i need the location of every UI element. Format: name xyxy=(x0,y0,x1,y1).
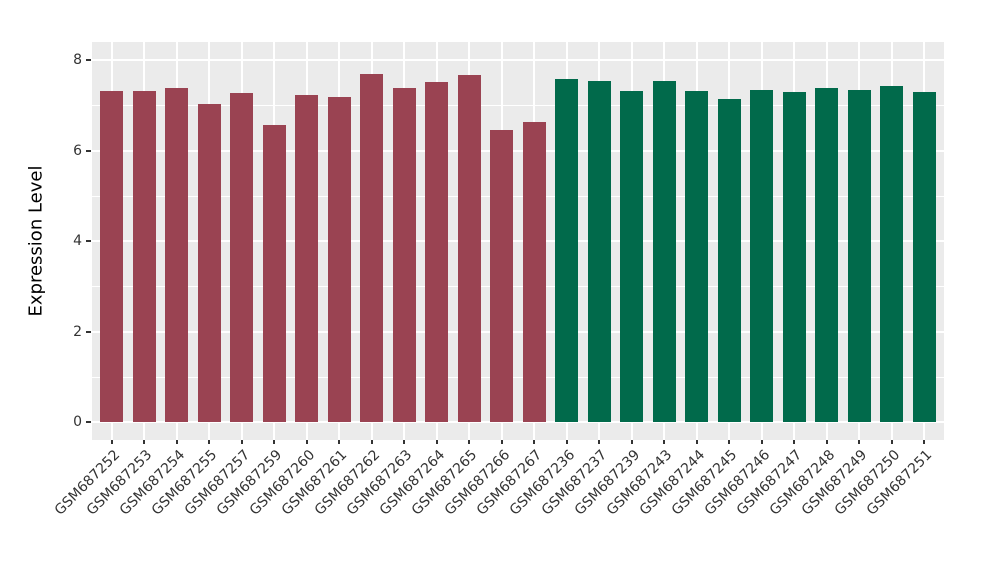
minor-gridline xyxy=(92,195,944,197)
y-tick-mark xyxy=(86,330,91,333)
bar-GSM687266 xyxy=(490,129,514,422)
major-gridline xyxy=(92,330,944,333)
y-tick-mark xyxy=(86,149,91,152)
bar-GSM687252 xyxy=(100,90,123,422)
x-tick-mark xyxy=(240,440,243,444)
x-tick-mark xyxy=(435,440,438,444)
bar-GSM687236 xyxy=(555,79,579,422)
x-tick-mark xyxy=(468,440,471,444)
bar-GSM687260 xyxy=(295,95,319,422)
bar-GSM687245 xyxy=(717,98,741,422)
y-tick-label: 2 xyxy=(73,323,82,340)
x-tick-mark xyxy=(760,440,763,444)
plot-panel xyxy=(92,42,944,440)
x-tick-mark xyxy=(500,440,503,444)
bar-GSM687250 xyxy=(880,85,904,422)
x-tick-mark xyxy=(728,440,731,444)
x-tick-mark xyxy=(630,440,633,444)
x-tick-mark xyxy=(110,440,113,444)
y-tick-label: 6 xyxy=(73,142,82,159)
x-tick-mark xyxy=(175,440,178,444)
y-tick-mark xyxy=(86,421,91,423)
x-tick-mark xyxy=(858,440,861,444)
x-tick-mark xyxy=(598,440,601,444)
x-tick-mark xyxy=(370,440,373,444)
y-tick-mark xyxy=(86,240,91,242)
major-gridline xyxy=(92,240,944,242)
bar-GSM687239 xyxy=(620,90,644,422)
x-tick-mark xyxy=(403,440,406,444)
bar-GSM687265 xyxy=(457,75,481,422)
bar-GSM687249 xyxy=(847,89,871,422)
major-gridline xyxy=(92,149,944,152)
x-tick-mark xyxy=(565,440,568,444)
y-tick-mark xyxy=(86,59,91,61)
x-tick-mark xyxy=(695,440,698,444)
bar-GSM687264 xyxy=(425,82,449,422)
x-tick-mark xyxy=(143,440,146,444)
bar-GSM687257 xyxy=(230,92,254,422)
x-tick-mark xyxy=(273,440,276,444)
bar-GSM687254 xyxy=(165,88,189,422)
major-gridline xyxy=(92,59,944,61)
y-tick-label: 0 xyxy=(73,414,82,430)
minor-gridline xyxy=(92,376,944,378)
bar-GSM687263 xyxy=(392,88,416,422)
bar-GSM687261 xyxy=(327,96,351,422)
x-tick-mark xyxy=(890,440,893,444)
minor-gridline xyxy=(92,105,944,107)
minor-gridline xyxy=(92,286,944,288)
major-gridline xyxy=(92,421,944,423)
x-tick-mark xyxy=(825,440,828,444)
bar-GSM687247 xyxy=(782,92,806,422)
bar-GSM687259 xyxy=(262,124,286,422)
bar-GSM687244 xyxy=(685,90,709,422)
x-tick-mark xyxy=(663,440,666,444)
x-tick-mark xyxy=(923,440,926,444)
bar-GSM687253 xyxy=(132,90,156,422)
bar-GSM687243 xyxy=(652,81,676,422)
bar-GSM687237 xyxy=(587,81,611,422)
x-tick-mark xyxy=(338,440,341,444)
x-tick-mark xyxy=(793,440,796,444)
y-tick-label: 8 xyxy=(73,52,82,68)
bar-GSM687248 xyxy=(815,88,839,422)
bar-GSM687267 xyxy=(522,121,546,422)
x-tick-mark xyxy=(533,440,536,444)
x-tick-mark xyxy=(305,440,308,444)
bar-GSM687251 xyxy=(912,92,936,422)
x-tick-mark xyxy=(208,440,211,444)
bar-GSM687246 xyxy=(750,89,774,422)
bar-GSM687255 xyxy=(197,104,221,422)
bar-GSM687262 xyxy=(360,73,384,422)
y-tick-label: 4 xyxy=(73,233,82,249)
